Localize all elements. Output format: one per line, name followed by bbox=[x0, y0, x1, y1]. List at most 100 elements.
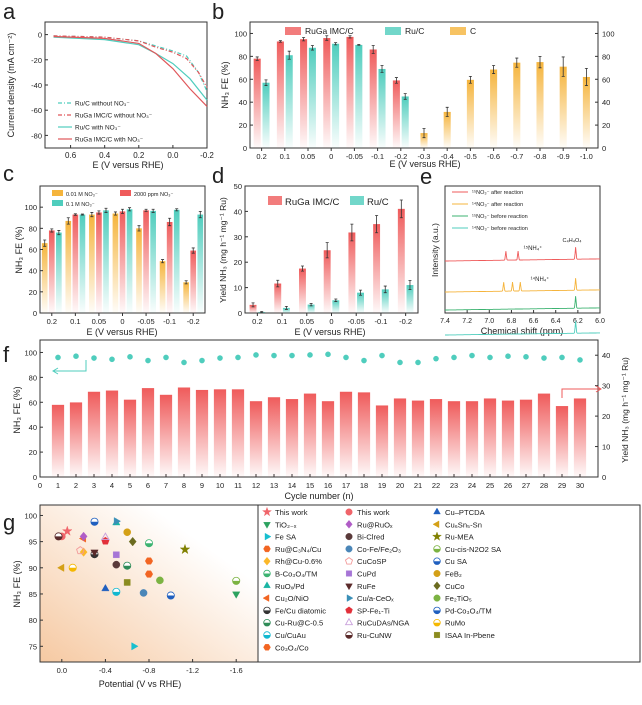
y-tick-label: 0 bbox=[602, 144, 606, 153]
x-tick-label: 7.2 bbox=[462, 318, 472, 325]
y-tick-label: -20 bbox=[31, 56, 42, 65]
data-point bbox=[139, 589, 148, 597]
y-tick-label: 30 bbox=[602, 382, 610, 391]
fe-point bbox=[397, 359, 403, 366]
data-point bbox=[123, 561, 132, 570]
x-tick-label: -0.8 bbox=[534, 152, 547, 161]
bar bbox=[183, 282, 189, 313]
x-tick-label: -1.6 bbox=[230, 666, 243, 675]
x-tick-label: 14 bbox=[288, 481, 296, 490]
x-tick-label: 0.05 bbox=[299, 317, 314, 326]
x-tick-label: 4 bbox=[110, 481, 114, 490]
data-point bbox=[179, 543, 191, 555]
peak-annotation: ¹⁴NH₄⁺ bbox=[531, 276, 550, 283]
legend-marker bbox=[433, 570, 441, 578]
x-tick-label: 0.6 bbox=[65, 151, 77, 160]
panel-label-d: d bbox=[212, 163, 224, 188]
legend-marker bbox=[345, 631, 353, 639]
y-tick-label: 10 bbox=[602, 443, 610, 452]
x-tick-label: -0.1 bbox=[163, 317, 176, 326]
legend-marker bbox=[263, 644, 271, 651]
legend-marker bbox=[345, 508, 353, 516]
x-tick-label: 22 bbox=[432, 481, 440, 490]
legend-marker bbox=[346, 570, 352, 577]
legend-label: RuMo bbox=[445, 619, 465, 628]
legend-marker bbox=[433, 581, 441, 591]
fe-point bbox=[469, 352, 475, 359]
yield-bar bbox=[483, 398, 497, 477]
marker-fill bbox=[145, 543, 153, 547]
bar bbox=[348, 232, 356, 313]
legend-marker bbox=[433, 557, 441, 565]
data-point bbox=[113, 517, 122, 526]
bar bbox=[249, 304, 257, 313]
legend-label: This work bbox=[275, 508, 308, 517]
data-point bbox=[232, 576, 241, 585]
bar bbox=[253, 58, 261, 149]
x-tick-label: 7.0 bbox=[484, 318, 494, 325]
x-tick-label: 6.8 bbox=[507, 318, 517, 325]
legend-marker bbox=[262, 506, 272, 517]
legend-marker bbox=[432, 531, 442, 541]
legend-marker bbox=[264, 532, 272, 541]
error-bar bbox=[50, 228, 54, 233]
error-bar bbox=[104, 207, 108, 213]
legend-label: Cu₆Sn₅-Sn bbox=[445, 520, 482, 529]
legend-label: ¹⁴NO₃⁻ after reaction bbox=[472, 201, 523, 208]
data-point bbox=[61, 525, 73, 536]
error-bar bbox=[80, 213, 84, 216]
y-tick-label: 40 bbox=[29, 267, 37, 276]
error-bar bbox=[73, 213, 77, 216]
x-tick-label: 6.4 bbox=[551, 318, 561, 325]
y-tick-label: 20 bbox=[234, 258, 242, 267]
x-tick-label: 11 bbox=[234, 481, 242, 490]
bar bbox=[307, 304, 315, 313]
legend-label: C bbox=[470, 26, 476, 36]
fe-point bbox=[235, 354, 241, 361]
legend-label: Pd-Co₃O₄/TM bbox=[445, 606, 492, 615]
bar bbox=[582, 76, 590, 148]
legend-marker bbox=[345, 545, 353, 553]
error-bar bbox=[325, 35, 329, 41]
data-point bbox=[90, 517, 99, 526]
x-tick-label: 16 bbox=[324, 481, 332, 490]
x-tick-label: -0.05 bbox=[138, 317, 155, 326]
x-tick-label: -0.8 bbox=[143, 666, 156, 675]
x-tick-label: 5 bbox=[128, 481, 132, 490]
fe-point bbox=[325, 351, 331, 358]
marker-fill bbox=[167, 595, 175, 600]
y-tick-label: 20 bbox=[602, 121, 610, 130]
fe-point bbox=[253, 352, 259, 358]
x-tick-label: 3 bbox=[92, 481, 96, 490]
x-tick-label: 6.6 bbox=[529, 318, 539, 325]
yield-bar bbox=[393, 398, 407, 477]
legend-marker bbox=[263, 522, 271, 529]
error-bar bbox=[422, 128, 426, 139]
yield-bar bbox=[69, 402, 83, 477]
y-tick-label: 100 bbox=[24, 511, 37, 520]
data-point bbox=[100, 532, 110, 541]
legend-swatch bbox=[350, 196, 364, 205]
yield-bar bbox=[411, 400, 425, 477]
fe-point bbox=[289, 352, 295, 359]
y-tick-label: 80 bbox=[29, 373, 37, 382]
error-bar bbox=[445, 106, 449, 117]
y-tick-label: 0 bbox=[33, 473, 37, 482]
bar bbox=[559, 66, 567, 148]
x-axis-label: Potential (V vs RHE) bbox=[99, 679, 182, 689]
x-tick-label: -0.2 bbox=[200, 151, 214, 160]
fe-point bbox=[523, 354, 529, 360]
y-axis-label: NH₃ FE (%) bbox=[12, 386, 22, 433]
bar bbox=[65, 220, 72, 313]
panel-label-a: a bbox=[3, 0, 16, 24]
bar bbox=[285, 55, 293, 148]
bar bbox=[190, 250, 197, 313]
y-tick-label: 0 bbox=[243, 144, 247, 153]
legend-label: ¹⁵NO₃⁻ before reaction bbox=[472, 213, 528, 220]
bar bbox=[299, 268, 306, 313]
yield-bar bbox=[195, 389, 209, 477]
x-tick-label: 7.4 bbox=[440, 318, 450, 325]
panel-label-e: e bbox=[420, 164, 432, 189]
x-tick-label: 0.1 bbox=[70, 317, 80, 326]
error-bar bbox=[97, 210, 101, 215]
